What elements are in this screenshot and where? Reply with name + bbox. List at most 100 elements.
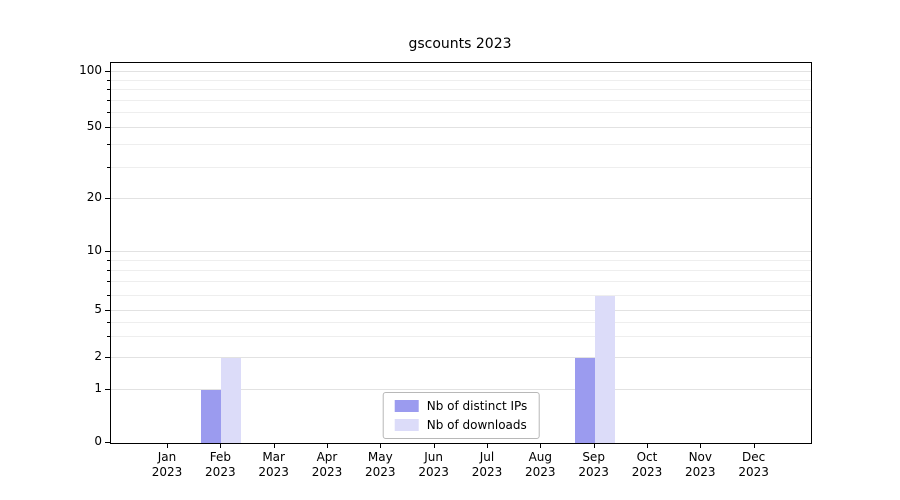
x-tick-mark: [167, 443, 168, 448]
x-tick-month: Mar: [262, 450, 285, 464]
y-tick-mark: [105, 442, 110, 443]
x-tick-label-apr: Apr 2023: [297, 450, 357, 480]
bar-downloads-feb: [221, 357, 242, 443]
y-tick-label: 5: [94, 302, 102, 317]
y-tick-mark: [105, 250, 110, 252]
x-tick-year: 2023: [631, 465, 663, 479]
x-tick-label-may: May 2023: [350, 450, 410, 480]
gridline-major: [111, 198, 811, 200]
gridline-minor: [111, 89, 811, 91]
y-tick-label: 1: [94, 381, 102, 396]
x-tick-label-jul: Jul 2023: [457, 450, 517, 480]
x-tick-mark: [326, 443, 328, 448]
x-tick-mark: [273, 443, 275, 448]
x-tick-year: 2023: [311, 465, 343, 479]
gridline-minor: [111, 281, 811, 283]
gridline-minor: [111, 144, 811, 146]
y-tick-label: 20: [86, 190, 102, 205]
x-tick-month: Jun: [424, 450, 444, 464]
x-tick-label-oct: Oct 2023: [617, 450, 677, 480]
y-minor-tick-mark: [107, 321, 110, 323]
x-tick-label-sep: Sep 2023: [564, 450, 624, 480]
x-tick-year: 2023: [578, 465, 609, 479]
x-tick-year: 2023: [418, 465, 449, 479]
y-minor-tick-mark: [107, 294, 110, 296]
y-tick-label: 0: [94, 434, 102, 448]
y-tick-mark: [105, 356, 110, 358]
gridline-major: [111, 356, 811, 358]
legend-item-downloads: Nb of downloads: [394, 418, 528, 432]
y-minor-tick-mark: [107, 269, 110, 271]
y-tick-label: 100: [79, 63, 102, 78]
bar-distinct-ips-sep: [574, 357, 595, 443]
x-tick-year: 2023: [471, 465, 503, 479]
legend-label-downloads: Nb of downloads: [426, 418, 527, 432]
x-tick-year: 2023: [738, 465, 769, 479]
x-tick-label-mar: Mar 2023: [244, 450, 304, 480]
gridline-major: [111, 250, 811, 252]
x-tick-month: Feb: [209, 450, 231, 464]
bar-downloads-sep: [594, 295, 615, 443]
x-tick-label-nov: Nov 2023: [670, 450, 730, 480]
x-tick-mark: [700, 443, 702, 448]
x-tick-month: Apr: [316, 450, 338, 464]
x-tick-label-aug: Aug 2023: [510, 450, 570, 480]
y-tick-label: 50: [86, 118, 102, 133]
y-tick-mark: [105, 126, 110, 128]
x-tick-year: 2023: [365, 465, 396, 479]
y-minor-tick-mark: [107, 166, 110, 168]
x-tick-mark: [540, 443, 542, 448]
gridline-minor: [111, 336, 811, 338]
x-tick-mark: [486, 443, 488, 448]
gridline-minor: [111, 112, 811, 114]
x-tick-mark: [433, 443, 435, 448]
y-tick-label: 2: [94, 348, 102, 363]
y-tick-mark: [105, 198, 110, 200]
x-tick-month: Sep: [582, 450, 605, 464]
gridline-major: [111, 71, 811, 73]
y-minor-tick-mark: [107, 144, 110, 146]
x-tick-month: Oct: [636, 450, 658, 464]
y-minor-tick-mark: [107, 79, 110, 81]
chart-title: gscounts 2023: [408, 36, 512, 52]
y-minor-tick-mark: [107, 112, 110, 114]
bar-distinct-ips-feb: [201, 390, 222, 443]
y-tick-label: 10: [86, 242, 102, 257]
y-minor-tick-mark: [107, 259, 110, 261]
x-tick-mark: [593, 443, 595, 448]
x-tick-year: 2023: [205, 465, 236, 479]
x-tick-month: Jul: [479, 450, 495, 464]
gridline-minor: [111, 294, 811, 296]
x-tick-mark: [646, 443, 648, 448]
x-tick-year: 2023: [685, 465, 716, 479]
x-tick-month: Aug: [528, 450, 553, 464]
y-minor-tick-mark: [107, 89, 110, 91]
y-minor-tick-mark: [107, 281, 110, 283]
gridline-minor: [111, 79, 811, 81]
y-tick-mark: [105, 389, 110, 391]
gridline-minor: [111, 321, 811, 323]
legend: Nb of distinct IPs Nb of downloads: [382, 392, 540, 439]
x-tick-month: Dec: [742, 450, 766, 464]
y-minor-tick-mark: [107, 336, 110, 338]
gridline-minor: [111, 166, 811, 168]
plot-area: Nb of distinct IPs Nb of downloads: [110, 62, 812, 444]
x-tick-month: May: [367, 450, 393, 464]
legend-swatch-distinct-ips: [394, 400, 419, 412]
y-tick-mark: [105, 71, 110, 73]
x-tick-year: 2023: [525, 465, 556, 479]
x-tick-year: 2023: [151, 465, 183, 479]
x-tick-mark: [220, 443, 222, 448]
x-tick-label-feb: Feb 2023: [190, 450, 250, 480]
x-tick-mark: [380, 443, 382, 448]
legend-label-distinct-ips: Nb of distinct IPs: [426, 399, 528, 413]
legend-item-distinct-ips: Nb of distinct IPs: [394, 399, 528, 413]
y-minor-tick-mark: [107, 99, 110, 101]
gridline-minor: [111, 259, 811, 261]
gridline-minor: [111, 99, 811, 101]
x-tick-label-jun: Jun 2023: [404, 450, 464, 480]
gridline-minor: [111, 269, 811, 271]
x-tick-month: Nov: [688, 450, 712, 464]
y-tick-mark: [105, 310, 110, 312]
